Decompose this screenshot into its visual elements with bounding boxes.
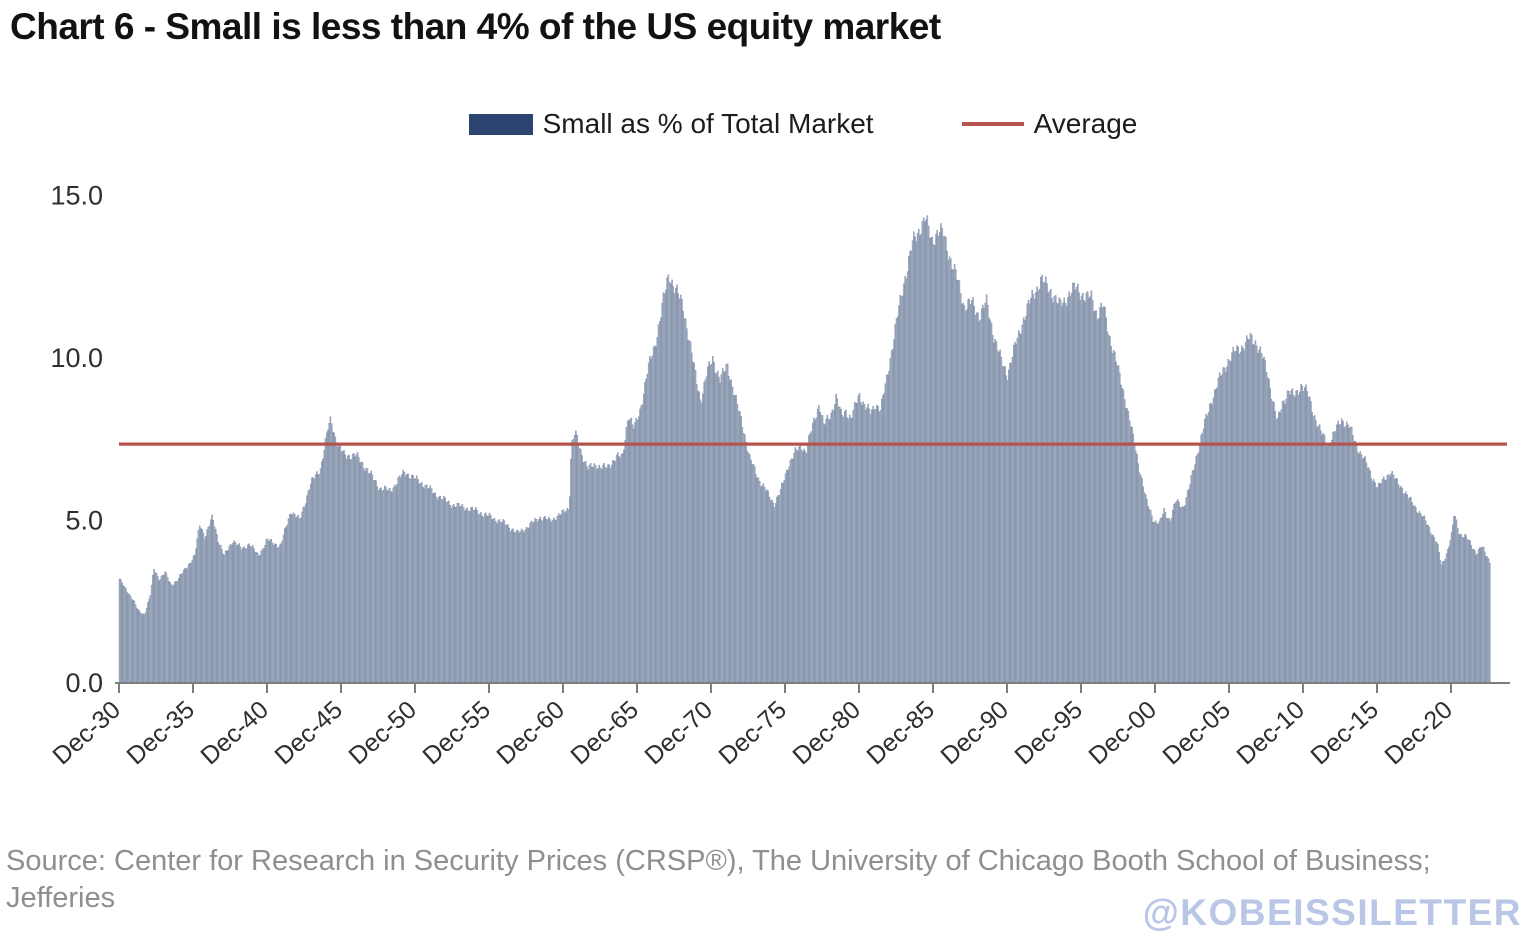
x-tick-label: Dec-90 [935,696,1014,771]
x-tick-label: Dec-45 [269,696,348,771]
bar-series [118,215,1491,684]
x-tick-label: Dec-15 [1305,696,1384,771]
x-tick-label: Dec-70 [639,696,718,771]
series-legend-label: Small as % of Total Market [542,108,874,139]
x-tick-label: Dec-55 [417,696,496,771]
x-tick-label: Dec-50 [343,696,422,771]
x-tick-label: Dec-20 [1379,696,1458,771]
x-tick-label: Dec-85 [861,696,940,771]
series-swatch-icon [468,113,533,135]
legend: Small as % of Total Market Average [0,108,1536,140]
x-tick-label: Dec-35 [121,696,200,771]
average-legend-label: Average [1033,108,1138,139]
y-tick-label: 5.0 [65,506,103,536]
x-tick-label: Dec-95 [1009,696,1088,771]
x-tick-label: Dec-65 [565,696,644,771]
x-tick-label: Dec-00 [1083,696,1162,771]
legend-item-average: Average [961,108,1138,140]
average-line-icon [961,122,1024,126]
watermark: @KOBEISSILETTER [1142,892,1522,933]
y-axis: 0.0 5.0 10.0 15.0 [50,181,103,699]
source-note: Source: Center for Research in Security … [6,845,1431,915]
x-tick-label: Dec-05 [1157,696,1236,771]
x-tick-label: Dec-30 [47,696,126,771]
x-axis: Dec-30Dec-35Dec-40Dec-45Dec-50Dec-55Dec-… [47,683,1458,770]
x-tick-label: Dec-75 [713,696,792,771]
x-tick-label: Dec-80 [787,696,866,771]
x-tick-label: Dec-10 [1231,696,1310,771]
chart-title: Chart 6 - Small is less than 4% of the U… [10,6,941,47]
x-tick-label: Dec-40 [195,696,274,771]
legend-item-series: Small as % of Total Market [468,108,874,140]
y-tick-label: 15.0 [50,181,103,211]
x-tick-label: Dec-60 [491,696,570,771]
bar-chart: 0.0 5.0 10.0 15.0 Dec-30 Dec-35 Dec-40 Dec-45 De… [0,150,1536,820]
y-tick-label: 10.0 [50,343,103,373]
y-tick-label: 0.0 [65,668,103,698]
